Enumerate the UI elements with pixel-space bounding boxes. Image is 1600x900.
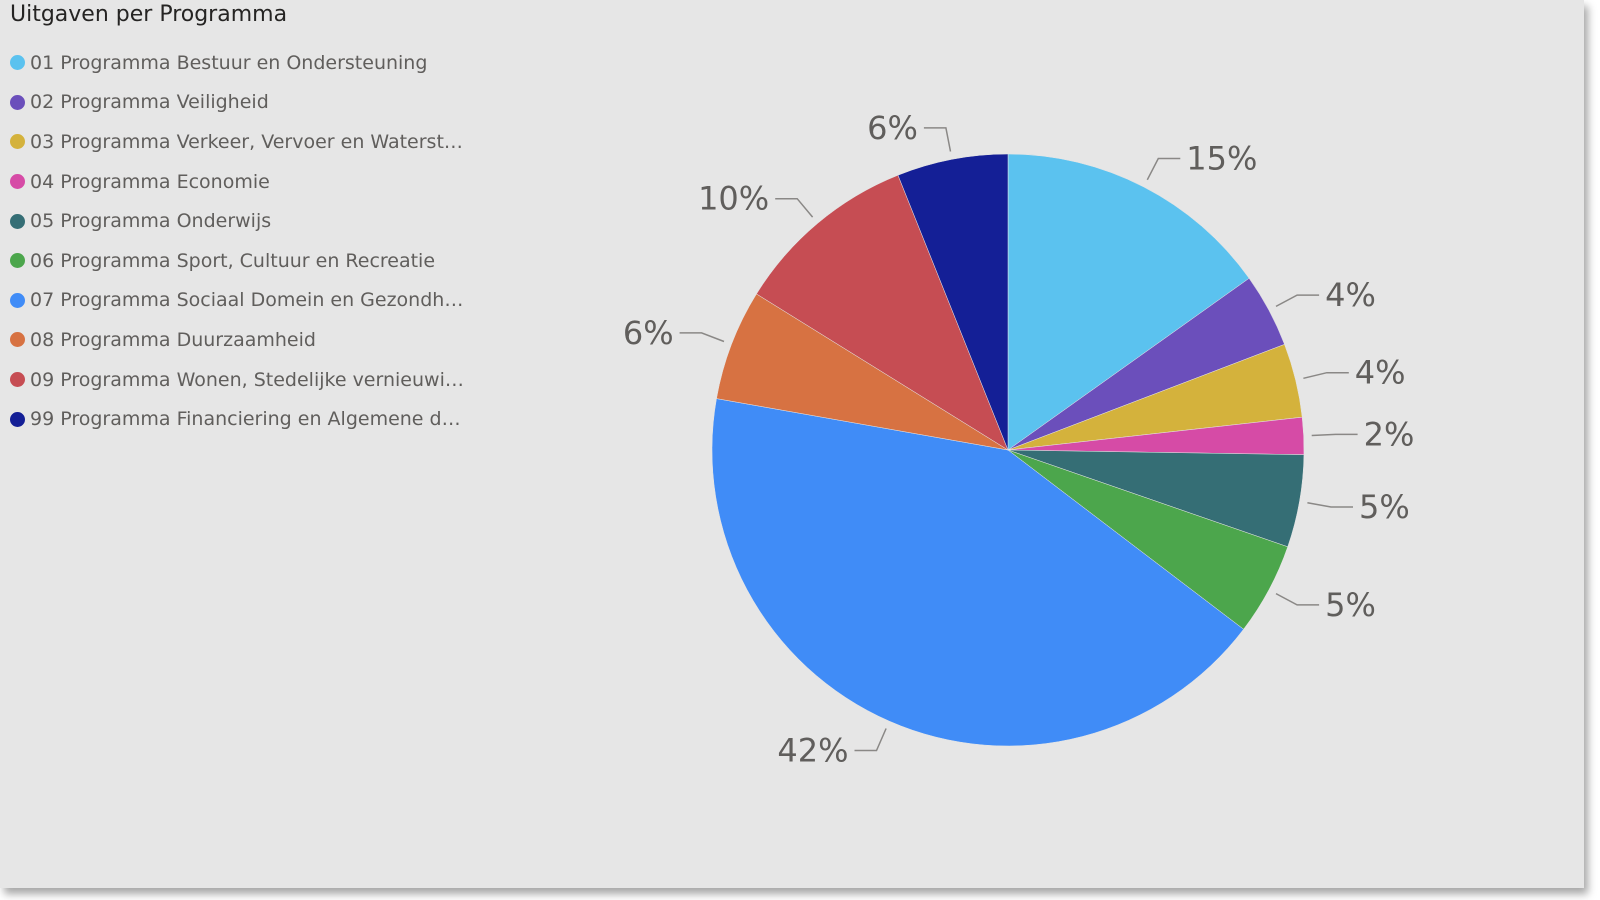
legend-marker <box>10 292 25 308</box>
legend-item[interactable]: 09 Programma Wonen, Stedelijke vernieuwi… <box>10 360 480 400</box>
data-label: 6% <box>867 109 918 147</box>
legend-item[interactable]: 06 Programma Sport, Cultuur en Recreatie <box>10 241 480 281</box>
data-label: 5% <box>1359 488 1410 526</box>
data-label: 4% <box>1355 354 1406 392</box>
data-label: 4% <box>1325 276 1376 314</box>
legend-item[interactable]: 02 Programma Veiligheid <box>10 83 480 123</box>
legend-marker <box>10 332 25 348</box>
leader-line <box>1307 502 1353 508</box>
leader-line <box>1311 433 1358 437</box>
legend-marker <box>10 55 25 71</box>
chart-title: Uitgaven per Programma <box>10 2 288 27</box>
legend-item[interactable]: 01 Programma Bestuur en Ondersteuning <box>10 43 480 83</box>
pie-slice[interactable] <box>1007 153 1250 451</box>
leader-line <box>1146 157 1181 181</box>
chart-panel: Uitgaven per Programma 01 Programma Best… <box>0 0 1584 888</box>
legend-item[interactable]: 08 Programma Duurzaamheid <box>10 320 480 360</box>
pie-chart: 15% 4% 4% 2% 5% 5% 42% 6% 10% 6% <box>623 109 1415 770</box>
data-label: 42% <box>777 732 848 770</box>
data-label: 2% <box>1364 415 1415 453</box>
data-label: 5% <box>1325 586 1376 624</box>
legend-marker <box>10 213 25 229</box>
legend-marker <box>10 94 25 110</box>
legend-marker <box>10 411 25 427</box>
legend: 01 Programma Bestuur en Ondersteuning 02 … <box>10 43 480 439</box>
legend-item[interactable]: 05 Programma Onderwijs <box>10 201 480 241</box>
pie-slice[interactable] <box>756 174 1009 451</box>
leader-line <box>679 332 725 343</box>
pie-slice[interactable] <box>711 398 1244 747</box>
legend-marker <box>10 134 25 150</box>
leader-line <box>923 127 952 152</box>
legend-marker <box>10 253 25 269</box>
leader-line <box>1303 371 1349 380</box>
legend-item[interactable]: 99 Programma Financiering en Algemene de… <box>10 399 480 439</box>
legend-item[interactable]: 03 Programma Verkeer, Vervoer en Waterst… <box>10 122 480 162</box>
legend-marker <box>10 372 25 388</box>
data-label: 6% <box>623 314 674 352</box>
leader-line <box>854 728 887 752</box>
legend-marker <box>10 174 25 190</box>
leader-line <box>1275 592 1320 606</box>
leader-line <box>775 197 814 218</box>
pie-slice[interactable] <box>897 153 1009 451</box>
data-label: 15% <box>1186 140 1257 178</box>
legend-item[interactable]: 07 Programma Sociaal Domein en Gezondhei… <box>10 281 480 321</box>
data-label: 10% <box>698 180 769 218</box>
legend-item[interactable]: 04 Programma Economie <box>10 162 480 202</box>
leader-line <box>1275 294 1320 308</box>
